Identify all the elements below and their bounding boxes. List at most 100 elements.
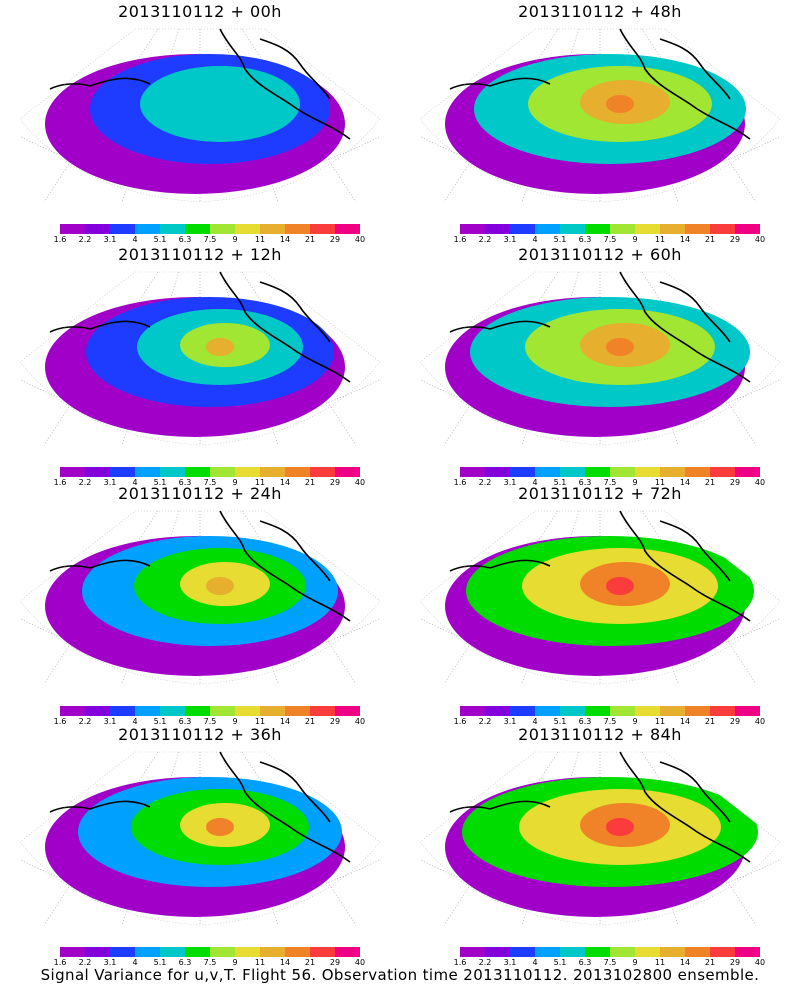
- panel-48h: 2013110112 + 48h 1.6 2.2 3.1 4 5.1 6.3 7.5 9 11 1…: [400, 0, 800, 245]
- colorbar-tick-label: 3.1: [103, 235, 117, 244]
- colorbar-swatch: [185, 947, 210, 957]
- map-plot: [420, 751, 780, 926]
- colorbar-tick-label: 6.3: [578, 478, 592, 487]
- variance-field: [45, 536, 345, 676]
- colorbar: [60, 224, 360, 234]
- colorbar-tick-label: 29: [329, 478, 341, 487]
- colorbar-tick-label: 2.2: [78, 958, 92, 967]
- colorbar: [60, 706, 360, 716]
- colorbar-labels: 1.6 2.2 3.1 4 5.1 6.3 7.5 9 11 14 21 29 40: [54, 478, 365, 488]
- variance-field: [445, 54, 746, 194]
- map-plot: [20, 510, 380, 685]
- map-plot: [420, 510, 780, 685]
- colorbar-tick-label: 14: [279, 478, 291, 487]
- colorbar-tick-label: 21: [704, 235, 716, 244]
- colorbar-tick-label: 2.2: [478, 717, 492, 726]
- variance-field: [445, 297, 750, 437]
- colorbar-swatch: [735, 224, 760, 234]
- panel-title: 2013110112 + 00h: [118, 2, 282, 21]
- coastline: [449, 271, 751, 383]
- colorbar-swatch: [610, 706, 635, 716]
- variance-field: [45, 297, 345, 437]
- colorbar-tick-label: 4: [532, 958, 538, 967]
- colorbar-swatch: [460, 467, 485, 477]
- colorbar-swatch: [135, 947, 160, 957]
- colorbar-swatch: [235, 467, 260, 477]
- colorbar-tick-label: 5.1: [553, 478, 567, 487]
- colorbar-tick-label: 9: [232, 958, 238, 967]
- colorbar-tick-label: 7.5: [203, 717, 217, 726]
- map-plot: [20, 271, 380, 446]
- colorbar-swatch: [185, 467, 210, 477]
- colorbar-swatch: [85, 706, 110, 716]
- colorbar-swatch: [535, 224, 560, 234]
- coastline: [449, 751, 751, 863]
- colorbar-tick-label: 7.5: [603, 478, 617, 487]
- colorbar-swatch: [260, 467, 285, 477]
- colorbar-tick-label: 9: [232, 478, 238, 487]
- colorbar-tick-label: 6.3: [178, 235, 192, 244]
- colorbar-swatch: [260, 224, 285, 234]
- colorbar-swatch: [685, 467, 710, 477]
- colorbar-swatch: [310, 947, 335, 957]
- colorbar-swatch: [335, 947, 360, 957]
- colorbar-swatch: [510, 706, 535, 716]
- colorbar-swatch: [85, 467, 110, 477]
- variance-field: [45, 777, 345, 917]
- map-plot: [20, 28, 380, 203]
- colorbar-tick-label: 6.3: [578, 958, 592, 967]
- colorbar-swatch: [685, 706, 710, 716]
- colorbar-swatch: [660, 947, 685, 957]
- colorbar-tick-label: 9: [632, 478, 638, 487]
- colorbar-swatch: [510, 224, 535, 234]
- colorbar-tick-label: 9: [232, 235, 238, 244]
- panel-24h: 2013110112 + 24h 1.6 2.2 3.1 4 5.1 6.3 7.5 9 11 1…: [0, 482, 400, 727]
- colorbar-tick-label: 11: [254, 478, 266, 487]
- colorbar-tick-label: 9: [632, 717, 638, 726]
- colorbar-tick-label: 4: [132, 717, 138, 726]
- colorbar-swatch: [135, 224, 160, 234]
- colorbar-tick-label: 14: [279, 717, 291, 726]
- map-border: [20, 28, 380, 203]
- colorbar-swatch: [485, 467, 510, 477]
- colorbar-swatch: [510, 947, 535, 957]
- colorbar-swatch: [610, 467, 635, 477]
- colorbar-swatch: [235, 224, 260, 234]
- colorbar-tick-label: 21: [304, 478, 316, 487]
- colorbar-swatch: [635, 224, 660, 234]
- variance-field: [445, 777, 758, 917]
- colorbar-tick-label: 2.2: [78, 478, 92, 487]
- colorbar-swatch: [110, 947, 135, 957]
- colorbar-tick-label: 6.3: [178, 478, 192, 487]
- colorbar-swatch: [160, 224, 185, 234]
- colorbar-tick-label: 7.5: [603, 235, 617, 244]
- colorbar-swatch: [685, 224, 710, 234]
- colorbar-swatch: [635, 467, 660, 477]
- colorbar-tick-label: 1.6: [53, 717, 67, 726]
- coastline: [449, 510, 751, 622]
- colorbar-tick-label: 11: [654, 958, 666, 967]
- colorbar-tick-label: 11: [254, 717, 266, 726]
- colorbar-tick-label: 11: [654, 478, 666, 487]
- colorbar-tick-label: 5.1: [553, 717, 567, 726]
- colorbar-tick-label: 6.3: [578, 235, 592, 244]
- colorbar-tick-label: 7.5: [203, 235, 217, 244]
- figure-caption: Signal Variance for u,v,T. Flight 56. Ob…: [40, 966, 760, 984]
- colorbar-tick-label: 2.2: [478, 235, 492, 244]
- colorbar-tick-label: 29: [329, 717, 341, 726]
- colorbar-swatch: [710, 706, 735, 716]
- colorbar-tick-label: 7.5: [603, 717, 617, 726]
- colorbar-swatch: [310, 706, 335, 716]
- colorbar-tick-label: 5.1: [153, 717, 167, 726]
- colorbar-swatch: [285, 947, 310, 957]
- panel-title: 2013110112 + 48h: [518, 2, 682, 21]
- colorbar-swatch: [235, 947, 260, 957]
- colorbar-swatch: [660, 706, 685, 716]
- colorbar-tick-label: 29: [729, 958, 741, 967]
- colorbar-swatch: [110, 706, 135, 716]
- colorbar-labels: 1.6 2.2 3.1 4 5.1 6.3 7.5 9 11 14 21 29 40: [454, 958, 765, 968]
- panel-00h: 2013110112 + 00h 1.6 2.2 3.1 4 5.1 6.3 7.5 9 11 1…: [0, 0, 400, 245]
- map-border: [420, 28, 780, 203]
- colorbar-swatch: [160, 467, 185, 477]
- colorbar-swatch: [60, 224, 85, 234]
